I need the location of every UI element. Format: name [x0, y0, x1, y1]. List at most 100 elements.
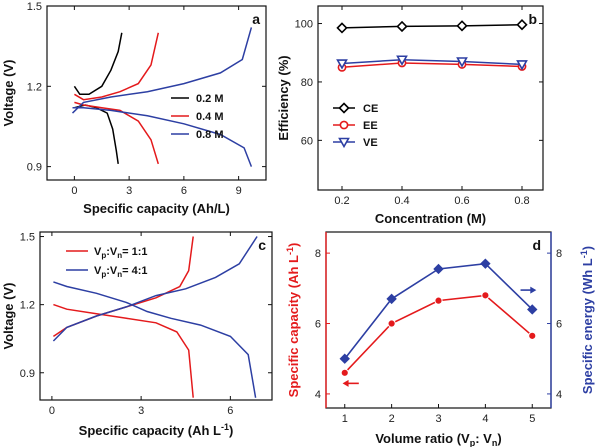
x-tick-label: 6: [227, 405, 233, 417]
x-axis-label-sub: p: [470, 438, 476, 447]
y-tick-label-right: 8: [556, 248, 562, 260]
y-tick-label-right: 4: [556, 389, 562, 401]
charge-curve: [52, 236, 258, 342]
x-tick-label: 3: [126, 185, 132, 197]
legend-label: 0.2 M: [196, 93, 224, 105]
data-point: [516, 60, 528, 71]
data-point: [480, 258, 491, 269]
x-tick-label: 0: [49, 405, 55, 417]
y-tick-label: 1.5: [20, 232, 35, 244]
y-axis-label-left-sup: -1: [285, 247, 295, 255]
y-axis-label: Voltage (V): [1, 60, 16, 127]
x-tick-label: 0.2: [334, 195, 349, 207]
panel-letter: c: [258, 237, 266, 253]
legend-part: :V: [106, 265, 118, 277]
x-tick-label: 4: [482, 413, 488, 425]
discharge-curve: [74, 101, 160, 165]
discharge-curve: [72, 106, 253, 167]
legend-marker: [338, 102, 350, 114]
legend-label: CE: [363, 103, 378, 115]
x-tick-label: 1: [342, 413, 348, 425]
legend-marker: [339, 120, 349, 130]
panel-b: 0.2 0.4 0.6 0.8 60 80 100 CE EE VE b Concentration …: [276, 5, 544, 226]
plot-frame: [39, 231, 273, 401]
y-tick-label: 60: [301, 135, 313, 147]
discharge-curve: [53, 281, 257, 398]
x-axis-label-end: ): [229, 423, 233, 438]
x-axis-label: Specific capacity (Ah/L): [83, 201, 230, 216]
series-0.8-m: [71, 27, 253, 167]
charge-curve: [73, 32, 123, 96]
x-tick-label: 0.8: [514, 195, 529, 207]
legend-sub: n: [117, 270, 122, 279]
legend-label: Vp:Vn= 1:1: [94, 246, 148, 260]
charge-curve: [71, 27, 253, 114]
x-tick-label: 2: [389, 413, 395, 425]
y-tick-label: 0.9: [27, 162, 42, 174]
plot-frame: [46, 5, 267, 181]
x-axis-label-sub: n: [492, 438, 498, 447]
y-tick-label-left: 6: [315, 319, 321, 331]
data-point: [528, 331, 537, 340]
x-axis-label: Concentration (M): [375, 211, 486, 226]
y-axis-label: Voltage (V): [1, 283, 16, 350]
data-point: [386, 293, 397, 305]
y-tick-label-left: 8: [315, 248, 321, 260]
series-line: [341, 62, 523, 69]
series-ve: [336, 55, 528, 71]
y-tick-label-left: 4: [315, 389, 321, 401]
x-axis-label: Specific capacity (Ah L-1): [79, 422, 234, 438]
y-axis-label-left: Specific capacity (Ah L-1): [285, 243, 301, 398]
x-axis-label-sup: -1: [221, 422, 229, 432]
y-axis-label-right: Specific energy (Wh L-1): [579, 246, 595, 394]
data-point: [336, 22, 348, 34]
y-tick-label: 1.2: [20, 300, 35, 312]
legend-label: EE: [363, 120, 378, 132]
x-tick-label: 0.6: [454, 195, 469, 207]
legend-marker: [338, 137, 350, 149]
panel-c: 0 3 60.91.21.5Vp:Vn= 1:1Vp:Vn= 4:1cSpecifi…: [1, 231, 273, 438]
x-axis-label: Volume ratio (Vp: Vn): [375, 431, 501, 447]
x-tick-label: 0: [71, 185, 77, 197]
panel-a: 0 3 6 9 0.9 1.2 1.5 0.2 M 0.4 M 0.8 M a Specific ca…: [1, 1, 267, 216]
data-point: [387, 319, 396, 328]
series-specific-energy: [339, 258, 538, 364]
x-axis-label-part: : V: [475, 431, 492, 446]
y-axis-label: Efficiency (%): [276, 55, 291, 140]
x-tick-label: 3: [138, 405, 144, 417]
data-point: [396, 20, 408, 33]
discharge-curve: [53, 303, 194, 398]
x-axis-label-main: Specific capacity (Ah L: [79, 423, 221, 438]
data-point: [340, 368, 349, 377]
data-point: [336, 59, 348, 70]
charge-curve: [74, 32, 160, 101]
data-point: [339, 353, 350, 364]
y-axis-label-left-end: ): [286, 243, 301, 247]
legend-sub: p: [101, 270, 106, 279]
y-tick-label-right: 6: [556, 319, 562, 331]
data-point: [434, 296, 443, 305]
panel-letter: b: [528, 11, 537, 27]
legend-label: VE: [363, 137, 378, 149]
legend-label: 0.8 M: [196, 129, 224, 141]
y-axis-label-left-main: Specific capacity (Ah L: [286, 255, 301, 397]
x-tick-label: 9: [236, 185, 242, 197]
series-line: [341, 58, 523, 66]
panel-letter: a: [252, 11, 260, 27]
legend-label: 0.4 M: [196, 111, 224, 123]
right-axis-arrowhead: [530, 286, 537, 294]
y-axis-label-right-end: ): [580, 246, 595, 250]
data-point: [527, 304, 538, 315]
legend-part: = 1:1: [122, 246, 147, 258]
legend-part: = 4:1: [122, 265, 147, 277]
legend-label: Vp:Vn= 4:1: [94, 265, 148, 279]
series-0.4-m: [74, 32, 160, 165]
plot-frame: [325, 231, 552, 409]
data-point: [433, 263, 444, 275]
series-line: [341, 23, 523, 29]
legend-sub: n: [117, 251, 122, 260]
x-tick-label: 6: [181, 185, 187, 197]
x-axis-label-part: ): [497, 431, 501, 446]
